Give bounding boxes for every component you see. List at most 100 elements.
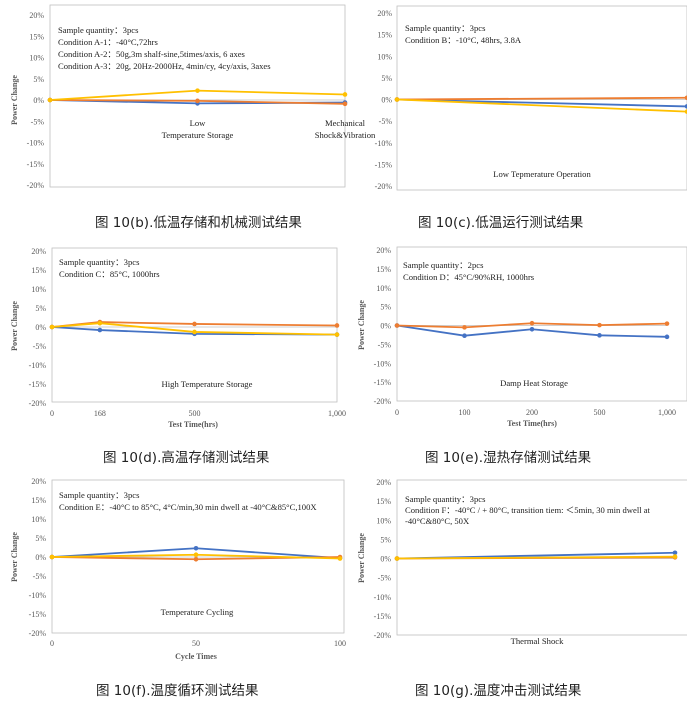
data-point-yellow (394, 556, 400, 561)
y-tick-label: 20% (29, 11, 44, 20)
y-tick-label: -20% (375, 182, 393, 191)
chart-svg-c: 20% 15% 10% 5% 0% -5% -10% -15% -20% Sample quant… (375, 5, 687, 191)
y-tick-label: 5% (380, 535, 391, 544)
data-point-blue (597, 333, 602, 338)
condition-note: Condition A-2：50g,3m shalf-sine,5times/a… (58, 49, 246, 59)
chart-svg-f: 20% 15% 10% 5% 0% -5% -10% -15% -20% Power Change… (10, 477, 346, 661)
y-tick-label: -5% (33, 342, 47, 351)
y-tick-label: 5% (381, 74, 392, 83)
y-tick-label: -5% (378, 340, 392, 349)
data-point-yellow (193, 552, 199, 558)
y-tick-label: -5% (379, 117, 393, 126)
y-axis-label: Power Change (10, 75, 19, 125)
caption-c: 图 10(c).低温运行测试结果 (418, 215, 584, 231)
data-point-blue (664, 334, 670, 340)
data-point-blue (193, 545, 199, 551)
data-point-orange (193, 556, 199, 562)
y-tick-label: -15% (374, 378, 392, 387)
condition-note: Condition F：-40°C / + 80°C, transition t… (405, 505, 651, 515)
y-tick-label: 10% (29, 54, 44, 63)
x-tick-label: 500 (189, 409, 201, 418)
condition-note: Sample quantity：3pcs (405, 494, 486, 504)
y-tick-label: 0% (33, 96, 44, 105)
data-point-yellow (97, 320, 103, 326)
condition-note: Sample quantity：2pcs (403, 260, 484, 270)
data-point-orange (394, 323, 400, 328)
y-tick-label: 10% (377, 52, 392, 61)
condition-note: Sample quantity：3pcs (58, 25, 139, 35)
condition-note: Condition C：85°C, 1000hrs (59, 269, 160, 279)
caption-f: 图 10(f).温度循环测试结果 (96, 683, 259, 699)
y-tick-label: -15% (375, 160, 393, 169)
y-tick-label: 5% (35, 304, 46, 313)
y-tick-label: -10% (374, 593, 392, 602)
x-tick-label: 0 (50, 409, 54, 418)
y-tick-label: 10% (376, 516, 391, 525)
data-point-yellow (47, 97, 53, 103)
series-line-yellow (396, 98, 687, 113)
condition-note: Condition A-3：20g, 20Hz-2000Hz, 4min/cy,… (58, 61, 271, 71)
data-point-blue (462, 333, 467, 338)
condition-note: -40°C&80°C, 50X (405, 516, 470, 526)
series-line-yellow (51, 322, 338, 336)
chart-svg-e: 20% 15% 10% 5% 0% -5% -10% -15% -20% Power Change… (357, 246, 687, 428)
y-tick-label: -15% (29, 610, 47, 619)
data-point-yellow (49, 554, 55, 560)
chart-svg-d: 20% 15% 10% 5% 0% -5% -10% -15% -20% Power Change… (10, 247, 346, 429)
y-tick-label: -15% (27, 160, 45, 169)
x-tick-label: 200 (526, 408, 538, 417)
y-tick-label: -5% (378, 574, 392, 583)
data-point-blue (684, 104, 687, 109)
caption-g: 图 10(g).温度冲击测试结果 (415, 683, 582, 699)
y-tick-label: -20% (374, 631, 392, 640)
chart-title: Thermal Shock (511, 636, 564, 646)
y-axis-label: Power Change (10, 532, 19, 582)
y-tick-label: 5% (380, 303, 391, 312)
data-point-yellow (334, 332, 340, 337)
data-point-orange (342, 101, 348, 107)
data-point-blue (672, 550, 678, 556)
x-tick-label: 50 (192, 639, 200, 648)
chart-panel-b: 20% 15% 10% 5% 0% -5% -10% -15% -20% Power Change… (0, 0, 376, 240)
data-point-yellow (672, 554, 678, 559)
y-tick-label: 15% (29, 32, 44, 41)
y-axis-label: Power Change (10, 301, 19, 351)
category-label: Low Temperature Storage (162, 118, 234, 140)
condition-note: Sample quantity：3pcs (59, 490, 140, 500)
y-tick-label: -20% (374, 397, 392, 406)
x-tick-label: 1,000 (328, 409, 346, 418)
x-tick-label: 1,000 (658, 408, 676, 417)
y-tick-label: -20% (29, 399, 47, 408)
chart-title: Temperature Cycling (161, 607, 234, 617)
data-point-orange (334, 323, 340, 328)
y-tick-label: 15% (377, 31, 392, 40)
data-point-orange (529, 320, 535, 326)
x-tick-label: 0 (50, 639, 54, 648)
series-line-blue (51, 326, 338, 336)
data-point-orange (192, 321, 197, 327)
data-point-yellow (342, 92, 348, 97)
series-line-yellow (396, 555, 676, 560)
y-tick-label: -15% (374, 612, 392, 621)
x-tick-label: 100 (334, 639, 346, 648)
data-point-yellow (49, 324, 55, 330)
condition-note: Condition E：-40°C to 85°C, 4°C/min,30 mi… (59, 502, 317, 512)
data-point-blue (97, 327, 103, 333)
y-tick-label: 15% (31, 496, 46, 505)
y-tick-label: 0% (35, 323, 46, 332)
chart-panel-d: 20% 15% 10% 5% 0% -5% -10% -15% -20% Power Change… (0, 240, 350, 468)
chart-title: Damp Heat Storage (500, 378, 568, 388)
y-tick-label: 20% (31, 247, 46, 256)
y-tick-label: -10% (27, 139, 45, 148)
data-point-orange (664, 321, 670, 326)
condition-note: Sample quantity：3pcs (59, 257, 140, 267)
data-point-yellow (394, 97, 400, 102)
y-tick-label: -5% (33, 572, 47, 581)
condition-note: Condition B：-10°C, 48hrs, 3.8A (405, 35, 522, 45)
y-tick-label: -20% (27, 181, 45, 190)
y-tick-label: 20% (31, 477, 46, 486)
y-tick-label: 15% (31, 266, 46, 275)
caption-b: 图 10(b).低温存储和机械测试结果 (95, 215, 302, 231)
y-tick-label: 20% (376, 246, 391, 255)
chart-panel-e: 20% 15% 10% 5% 0% -5% -10% -15% -20% Power Change… (350, 240, 687, 468)
